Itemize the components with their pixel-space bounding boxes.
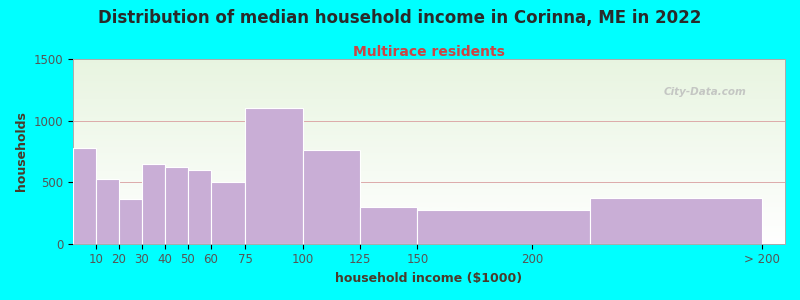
Title: Multirace residents: Multirace residents: [353, 45, 505, 59]
Bar: [210, 182, 245, 244]
Bar: [119, 200, 142, 244]
Bar: [73, 148, 96, 244]
Bar: [360, 207, 418, 244]
Y-axis label: households: households: [15, 111, 28, 191]
Bar: [418, 210, 590, 244]
Bar: [188, 170, 210, 244]
Bar: [302, 150, 360, 244]
Text: Distribution of median household income in Corinna, ME in 2022: Distribution of median household income …: [98, 9, 702, 27]
Bar: [590, 198, 762, 244]
X-axis label: household income ($1000): household income ($1000): [335, 272, 522, 285]
Bar: [96, 179, 119, 244]
Bar: [142, 164, 165, 244]
Bar: [165, 167, 188, 244]
Bar: [245, 108, 302, 244]
Text: City-Data.com: City-Data.com: [664, 87, 746, 97]
